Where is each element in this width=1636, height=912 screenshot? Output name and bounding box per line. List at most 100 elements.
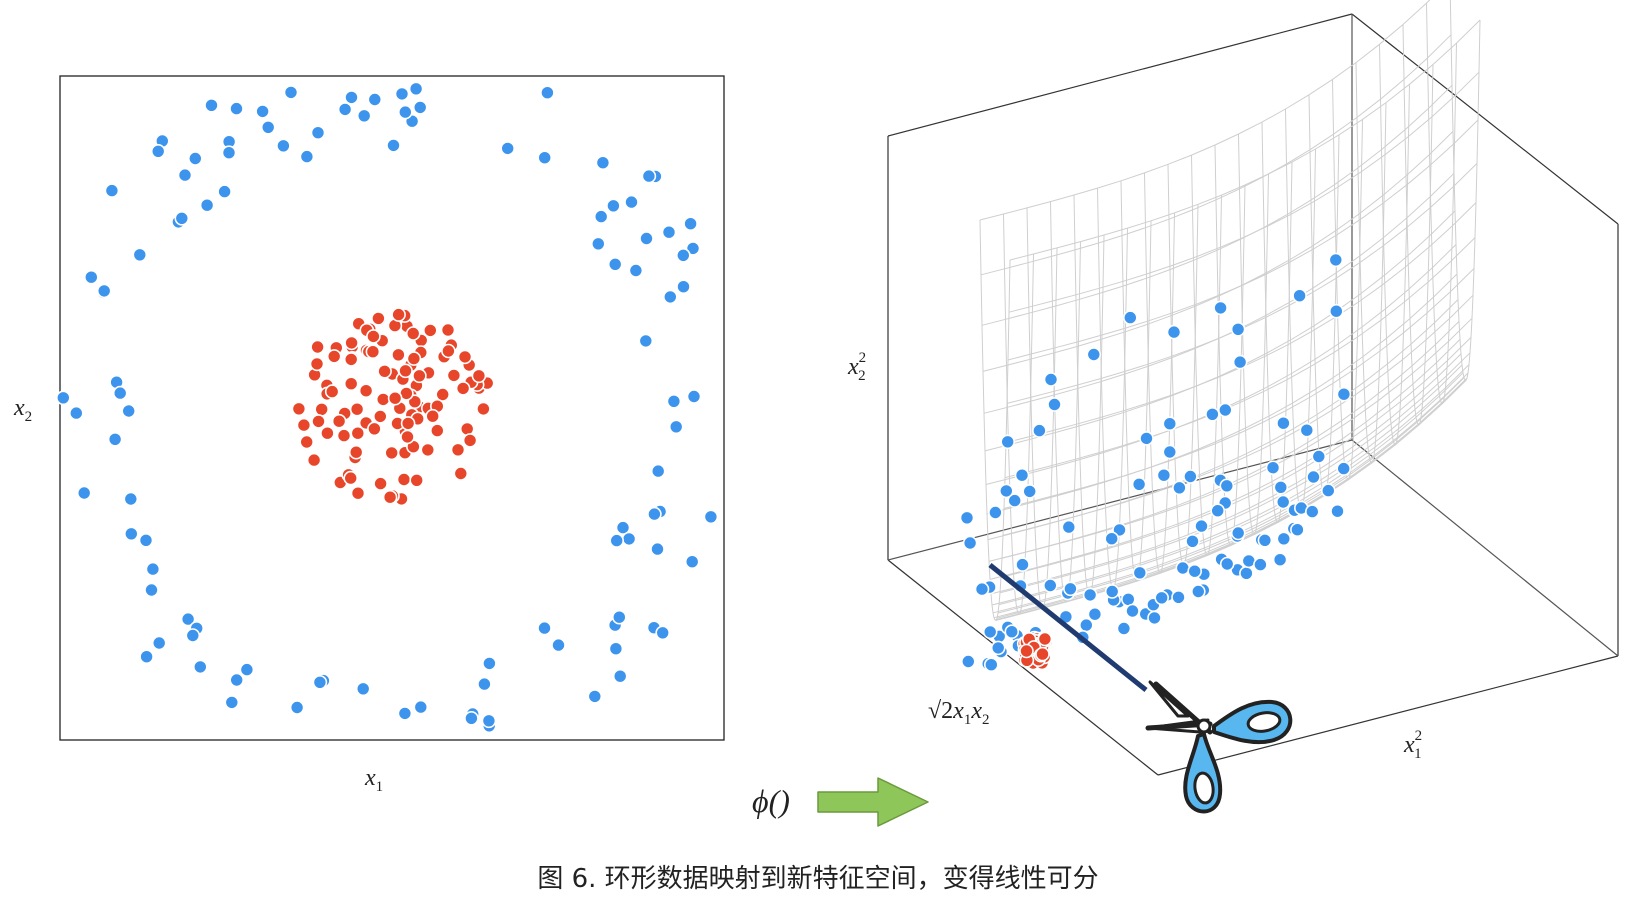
outer-point-mapped: [1043, 578, 1058, 593]
outer-point-mapped: [1210, 503, 1225, 519]
inner-point: [429, 423, 445, 438]
outer-point: [188, 151, 203, 166]
outer-point: [255, 104, 270, 119]
outer-point: [647, 506, 662, 522]
inner-point-mapped: [1019, 643, 1034, 659]
outer-point-mapped: [1232, 354, 1248, 370]
outer-point: [337, 102, 353, 117]
inner-point: [299, 434, 315, 450]
inner-point: [400, 416, 416, 431]
inner-point: [344, 335, 359, 351]
outer-point: [204, 98, 219, 113]
mesh-line: [981, 84, 1453, 326]
outer-point: [668, 419, 684, 435]
left-points-layer: [55, 81, 719, 734]
inner-point: [457, 349, 473, 365]
mesh-line: [988, 321, 1460, 562]
outer-point-mapped: [1166, 324, 1182, 340]
outer-point: [69, 405, 84, 421]
left-scatter-plot: x1 x2: [13, 75, 725, 795]
outer-point: [655, 625, 671, 641]
outer-point: [229, 672, 244, 688]
outer-point-mapped: [1154, 590, 1169, 606]
outer-point: [593, 209, 609, 224]
outer-point-mapped: [1172, 480, 1187, 496]
outer-point: [607, 256, 623, 272]
outer-point: [394, 86, 410, 102]
outer-point-mapped: [1125, 603, 1140, 619]
outer-point: [299, 149, 315, 164]
right-horizontal-label: x2 1: [1403, 728, 1422, 762]
outer-point: [650, 463, 666, 479]
outer-point-mapped: [1194, 518, 1209, 534]
outer-point: [139, 649, 154, 665]
inner-point: [314, 401, 330, 417]
outer-point-mapped: [1000, 434, 1016, 450]
outer-point: [639, 231, 654, 246]
outer-point: [595, 155, 611, 170]
outer-point-mapped: [1139, 431, 1154, 446]
right-vertical-label: x2 2: [847, 350, 866, 384]
mesh-line: [1355, 62, 1387, 464]
outer-point-mapped: [1218, 402, 1233, 418]
outer-point: [500, 141, 516, 156]
outer-point-mapped: [1276, 531, 1292, 547]
inner-point: [387, 390, 403, 406]
outer-point-mapped: [1123, 310, 1138, 325]
outer-point-mapped: [1191, 584, 1206, 599]
outer-point: [104, 183, 120, 198]
outer-point-mapped: [998, 483, 1014, 499]
inner-point: [324, 384, 340, 399]
outer-point: [174, 211, 190, 226]
outer-point: [684, 554, 700, 570]
outer-point: [638, 333, 654, 349]
inner-point: [326, 349, 342, 364]
outer-point-mapped: [1147, 610, 1162, 626]
outer-point-mapped: [1311, 449, 1327, 464]
outer-point: [132, 247, 148, 263]
inner-point: [366, 329, 381, 344]
outer-point-mapped: [1265, 460, 1281, 476]
outer-point-mapped: [1257, 532, 1273, 548]
inner-point: [348, 444, 364, 460]
paraboloid-surface-mesh: [979, 0, 1481, 622]
outer-point: [123, 491, 139, 507]
inner-point: [373, 476, 388, 491]
inner-point: [371, 311, 386, 326]
outer-point: [537, 620, 552, 636]
outer-point-mapped: [1082, 587, 1098, 603]
mesh-line: [1003, 268, 1475, 509]
outer-point-mapped: [1032, 423, 1047, 438]
outer-point-mapped: [988, 505, 1003, 520]
outer-point-mapped: [959, 510, 975, 526]
inner-point: [409, 472, 425, 488]
mesh-line: [1285, 108, 1316, 511]
mesh-line: [1004, 237, 1476, 479]
outer-point: [397, 706, 413, 721]
outer-point: [84, 269, 99, 285]
left-ylabel: x2: [13, 395, 32, 425]
inner-point: [398, 363, 413, 379]
outer-point-mapped: [1043, 372, 1059, 387]
outer-point-mapped: [1275, 494, 1291, 510]
inner-point: [382, 489, 398, 505]
outer-point-mapped: [1162, 416, 1178, 432]
inner-point: [462, 433, 478, 448]
outer-point: [312, 674, 328, 690]
outer-point: [221, 145, 237, 160]
right-3d-plot: x2 2 √2x1x2 x2 1: [847, 0, 1619, 814]
outer-point: [628, 263, 644, 278]
mesh-line: [1332, 79, 1363, 481]
mesh-line: [984, 210, 1456, 452]
outer-point-mapped: [1213, 300, 1228, 316]
outer-point-mapped: [1185, 533, 1200, 549]
outer-point: [587, 689, 603, 704]
outer-point: [229, 101, 244, 116]
inner-point: [365, 344, 381, 360]
inner-point: [350, 425, 366, 441]
outer-point: [193, 659, 208, 675]
outer-point: [662, 289, 678, 305]
inner-point: [405, 326, 421, 341]
inner-point: [391, 307, 406, 322]
